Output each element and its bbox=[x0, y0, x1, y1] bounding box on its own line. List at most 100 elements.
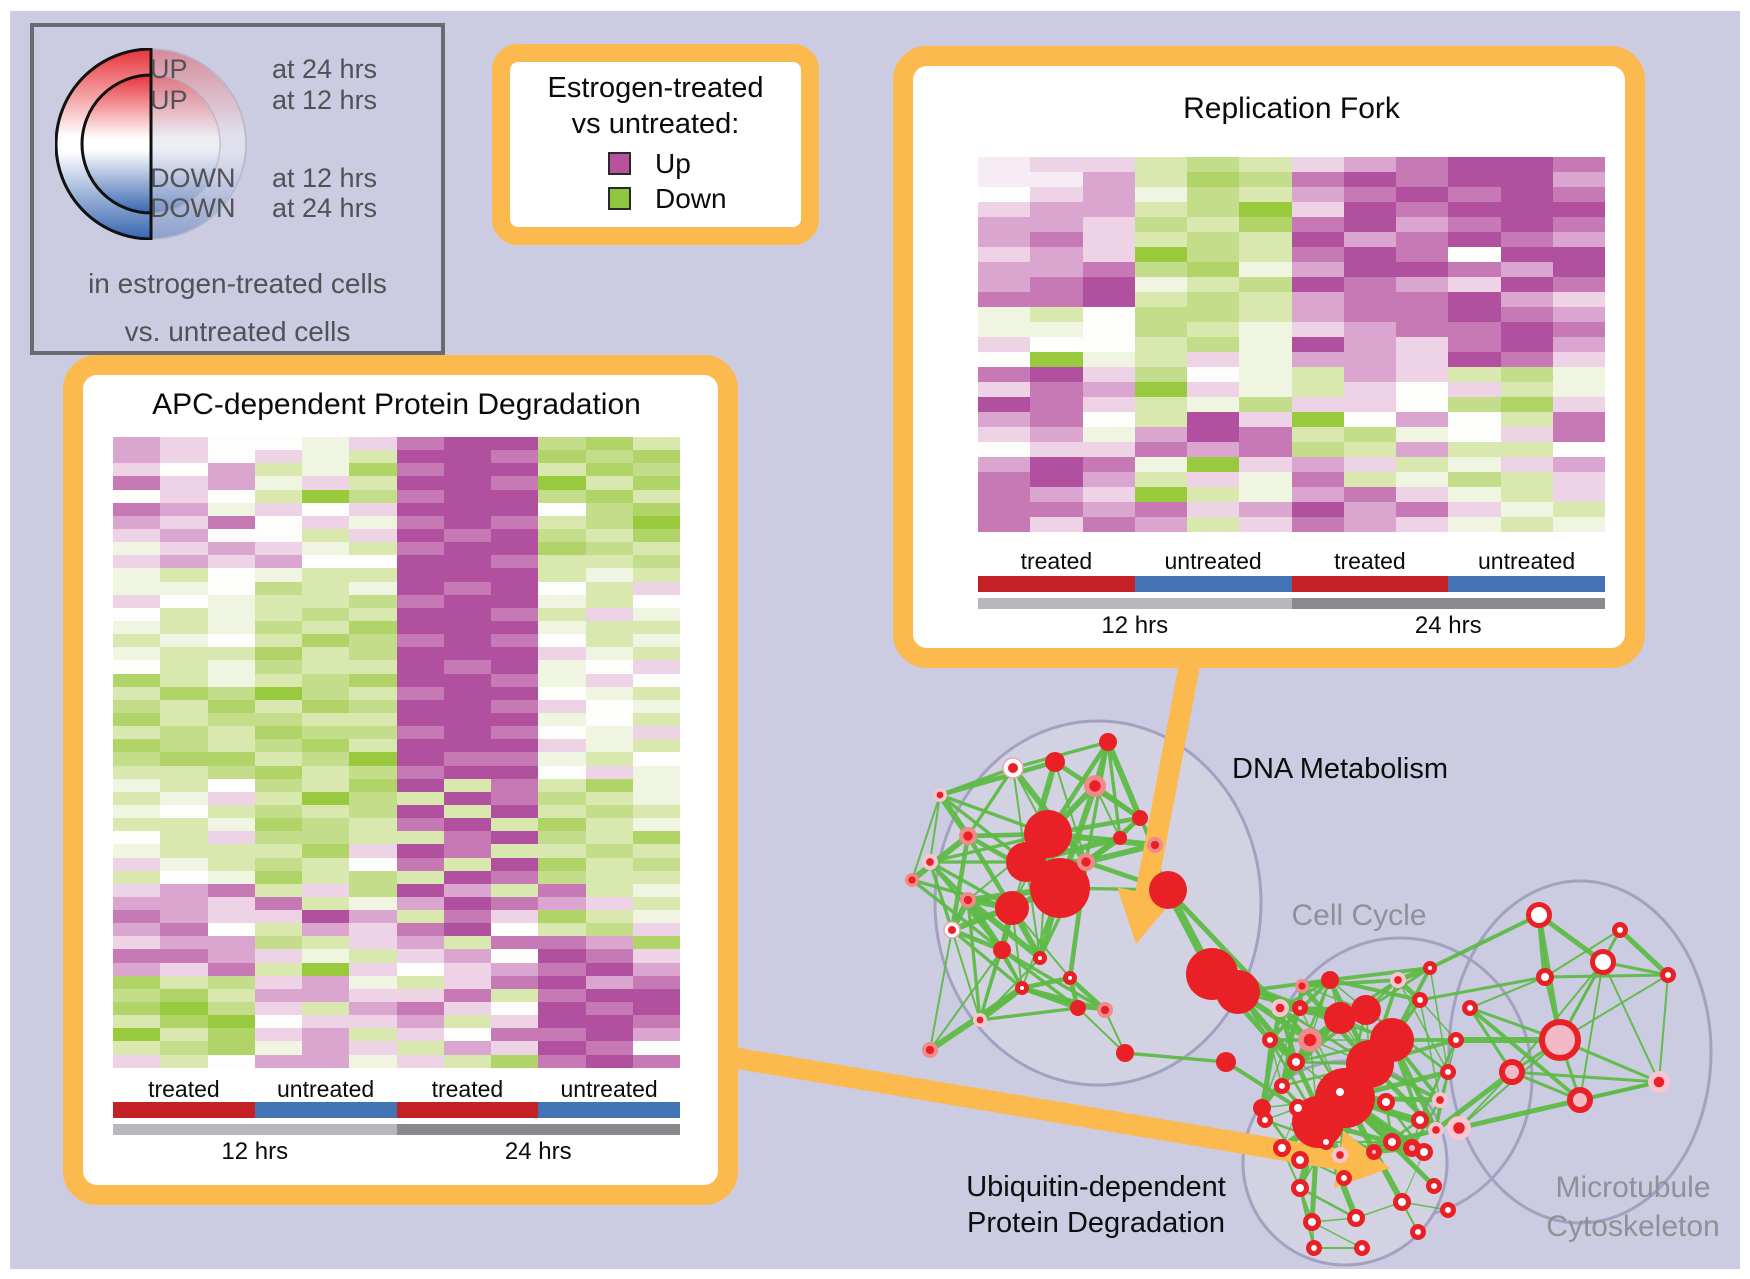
heatmap-cell bbox=[396, 502, 444, 516]
heatmap-cell bbox=[1448, 232, 1501, 247]
heatmap-cell bbox=[978, 157, 1031, 172]
heatmap-cell bbox=[1291, 517, 1344, 532]
heatmap-cell bbox=[1030, 232, 1083, 247]
heatmap-cell bbox=[1552, 277, 1605, 292]
heatmap-cell bbox=[585, 437, 633, 451]
cluster-label-microtubule: Microtubule Cytoskeleton bbox=[1463, 1168, 1750, 1246]
heatmap-cell bbox=[632, 594, 680, 608]
heatmap-cell bbox=[538, 634, 586, 648]
heatmap-cell bbox=[443, 594, 491, 608]
heatmap-cell bbox=[302, 594, 350, 608]
heatmap-cell bbox=[491, 988, 539, 1003]
heatmap-row bbox=[113, 463, 680, 477]
heatmap-cell bbox=[1500, 457, 1553, 472]
heatmap-row bbox=[113, 620, 680, 635]
heatmap-cell bbox=[1082, 427, 1135, 442]
heatmap-cell bbox=[585, 1002, 633, 1016]
heatmap-cell bbox=[207, 542, 255, 556]
heatmap-cell bbox=[1082, 157, 1135, 172]
heatmap-cell bbox=[443, 726, 491, 740]
heatmap-cell bbox=[207, 752, 255, 766]
heatmap-cell bbox=[396, 489, 444, 503]
heatmap-cell bbox=[443, 988, 491, 1003]
heatmap-cell bbox=[978, 487, 1031, 502]
heatmap-row bbox=[978, 337, 1605, 352]
heatmap-cell bbox=[1448, 412, 1501, 427]
heatmap-cell bbox=[491, 910, 539, 924]
heatmap-cell bbox=[349, 528, 397, 543]
heatmap-cell bbox=[113, 1041, 161, 1055]
heatmap-cell bbox=[254, 1002, 302, 1016]
heatmap-cell bbox=[302, 726, 350, 740]
heatmap-cell bbox=[1343, 232, 1396, 247]
heatmap-cell bbox=[632, 831, 680, 845]
heatmap-cell bbox=[1239, 367, 1292, 382]
heatmap-cell bbox=[585, 660, 633, 674]
heatmap-cell bbox=[113, 620, 161, 635]
heatmap-row bbox=[978, 517, 1605, 532]
heatmap-cell bbox=[1343, 502, 1396, 517]
heatmap-cell bbox=[1030, 427, 1083, 442]
heatmap-row bbox=[978, 322, 1605, 337]
heatmap-cell bbox=[1134, 412, 1187, 427]
heatmap-cell bbox=[978, 337, 1031, 352]
heatmap-cell bbox=[1082, 397, 1135, 412]
apc-heatmap-panel: APC-dependent Protein Degradation treate… bbox=[63, 355, 738, 1205]
heatmap-row bbox=[978, 202, 1605, 217]
heatmap-cell bbox=[443, 437, 491, 451]
heatmap-cell bbox=[1291, 262, 1344, 277]
heatmap-cell bbox=[1448, 217, 1501, 232]
heatmap-cell bbox=[1291, 277, 1344, 292]
heatmap-cell bbox=[491, 883, 539, 897]
heatmap-cell bbox=[254, 949, 302, 963]
heatmap-cell bbox=[1030, 397, 1083, 412]
heatmap-cell bbox=[113, 712, 161, 727]
heatmap-cell bbox=[1396, 472, 1449, 487]
heatmap-cell bbox=[538, 778, 586, 792]
heatmap-cell bbox=[349, 791, 397, 805]
heatmap-cell bbox=[207, 975, 255, 989]
heatmap-cell bbox=[538, 647, 586, 661]
heatmap-cell bbox=[491, 634, 539, 648]
heatmap-cell bbox=[538, 1028, 586, 1042]
heatmap-cell bbox=[491, 1054, 539, 1068]
heatmap-cell bbox=[302, 1041, 350, 1055]
heatmap-cell bbox=[302, 844, 350, 858]
heatmap-cell bbox=[585, 476, 633, 490]
heatmap-cell bbox=[160, 463, 208, 477]
heatmap-cell bbox=[254, 857, 302, 871]
heatmap-cell bbox=[443, 502, 491, 516]
heatmap-cell bbox=[207, 923, 255, 937]
heatmap-cell bbox=[349, 923, 397, 937]
heatmap-cell bbox=[632, 975, 680, 989]
heatmap-cell bbox=[1134, 247, 1187, 262]
heatmap-cell bbox=[632, 962, 680, 976]
heatmap-cell bbox=[443, 975, 491, 989]
heatmap-cell bbox=[207, 831, 255, 845]
heatmap-cell bbox=[1082, 382, 1135, 397]
heatmap-cell bbox=[254, 450, 302, 464]
heatmap-cell bbox=[1239, 352, 1292, 367]
heatmap-cell bbox=[1500, 397, 1553, 412]
heatmap-cell bbox=[1448, 397, 1501, 412]
heatmap-cell bbox=[1343, 337, 1396, 352]
group-label: treated bbox=[1020, 548, 1093, 574]
heatmap-cell bbox=[443, 831, 491, 845]
heatmap-cell bbox=[632, 660, 680, 674]
heatmap-cell bbox=[160, 450, 208, 464]
heatmap-cell bbox=[302, 660, 350, 674]
heatmap-cell bbox=[254, 804, 302, 819]
heatmap-cell bbox=[1500, 487, 1553, 502]
heatmap-cell bbox=[1343, 397, 1396, 412]
heatmap-cell bbox=[1187, 502, 1240, 517]
heatmap-cell bbox=[113, 1015, 161, 1029]
heatmap-cell bbox=[1396, 307, 1449, 322]
heatmap-cell bbox=[491, 739, 539, 753]
heatmap-cell bbox=[1134, 322, 1187, 337]
heatmap-cell bbox=[349, 686, 397, 700]
heatmap-cell bbox=[254, 528, 302, 543]
heatmap-cell bbox=[113, 896, 161, 911]
heatmap-cell bbox=[160, 962, 208, 976]
heatmap-cell bbox=[1187, 487, 1240, 502]
heatmap-row bbox=[113, 896, 680, 911]
